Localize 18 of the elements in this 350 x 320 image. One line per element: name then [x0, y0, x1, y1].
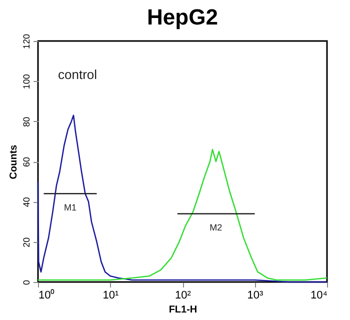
annotation: M2	[210, 222, 222, 233]
y-axis-title: Counts	[8, 144, 20, 180]
y-tick-label: 0	[22, 280, 32, 286]
y-tick-label: 20	[22, 237, 32, 248]
x-tick-label: 10⁴	[310, 290, 328, 302]
y-tick-label: 120	[22, 34, 32, 50]
x-axis-title: FL1-H	[168, 304, 198, 316]
chart-title: HepG2	[147, 4, 218, 30]
x-tick-label: 10⁰	[38, 288, 55, 302]
y-tick-label: 40	[22, 197, 32, 208]
annotation: M1	[64, 202, 77, 213]
y-tick-label: 100	[22, 74, 32, 90]
x-tick-label: 10¹	[102, 290, 120, 302]
x-tick-label: 10²	[175, 290, 192, 302]
y-tick-label: 60	[22, 156, 32, 168]
y-tick-label: 80	[22, 116, 32, 127]
annotation: control	[58, 67, 98, 82]
x-tick-label: 10³	[247, 290, 264, 302]
